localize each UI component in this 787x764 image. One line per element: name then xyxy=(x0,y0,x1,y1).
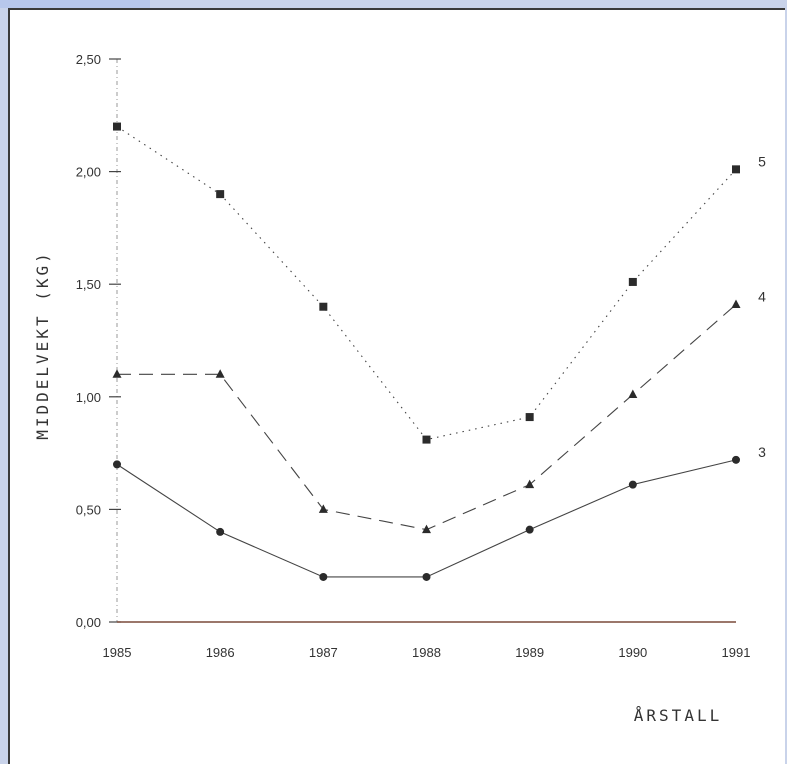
x-tick-label: 1986 xyxy=(206,645,235,660)
data-point-triangle xyxy=(628,389,638,399)
y-tick-label: 2,00 xyxy=(76,165,101,180)
data-point-square xyxy=(319,302,328,311)
y-axis: 0,00 0,50 1,00 1,50 2,00 2,50 xyxy=(76,52,121,630)
x-tick-label: 1988 xyxy=(412,645,441,660)
data-point-circle xyxy=(113,460,121,469)
series-end-label: 5 xyxy=(758,153,766,169)
y-tick-label: 0,00 xyxy=(76,615,101,630)
data-point-circle xyxy=(216,527,225,536)
y-axis-title: MIDDELVEKT (KG) xyxy=(33,250,52,440)
data-point-square xyxy=(216,190,225,199)
data-point-circle xyxy=(732,455,740,464)
y-tick-label: 2,50 xyxy=(76,52,101,67)
data-point-square xyxy=(525,413,534,422)
data-point-triangle xyxy=(215,369,225,378)
data-point-triangle xyxy=(318,504,328,513)
data-point-triangle xyxy=(422,524,431,534)
data-point-square xyxy=(732,165,740,174)
series-end-label: 3 xyxy=(758,444,766,460)
x-axis: 1985 1986 1987 1988 1989 1990 1991 xyxy=(103,621,751,660)
data-point-circle xyxy=(319,572,328,581)
data-point-triangle xyxy=(112,369,122,378)
chart-frame xyxy=(8,8,785,764)
data-point-circle xyxy=(525,525,534,534)
data-point-square xyxy=(422,435,431,444)
data-point-square xyxy=(628,277,637,286)
y-tick-label: 0,50 xyxy=(76,502,101,517)
series-line xyxy=(116,126,737,441)
data-point-square xyxy=(113,122,121,131)
x-tick-label: 1989 xyxy=(515,645,544,660)
data-point-triangle xyxy=(731,299,741,308)
x-tick-label: 1985 xyxy=(103,645,132,660)
x-tick-label: 1991 xyxy=(722,645,751,660)
series-line xyxy=(116,459,737,578)
data-point-circle xyxy=(422,572,431,581)
series-end-label: 4 xyxy=(758,288,766,304)
series-4: 4 xyxy=(112,288,766,534)
x-tick-label: 1987 xyxy=(309,645,338,660)
y-tick-label: 1,50 xyxy=(76,277,101,292)
x-axis-title: ÅRSTALL xyxy=(634,706,722,725)
data-point-triangle xyxy=(525,479,535,489)
series-line xyxy=(117,304,737,531)
x-tick-label: 1990 xyxy=(618,645,647,660)
top-corner-band xyxy=(0,0,150,8)
data-point-circle xyxy=(628,480,637,489)
y-tick-label: 1,00 xyxy=(76,390,101,405)
series-3: 3 xyxy=(113,444,766,581)
series-group: 3 4 5 xyxy=(112,122,766,581)
series-5: 5 xyxy=(113,122,766,444)
